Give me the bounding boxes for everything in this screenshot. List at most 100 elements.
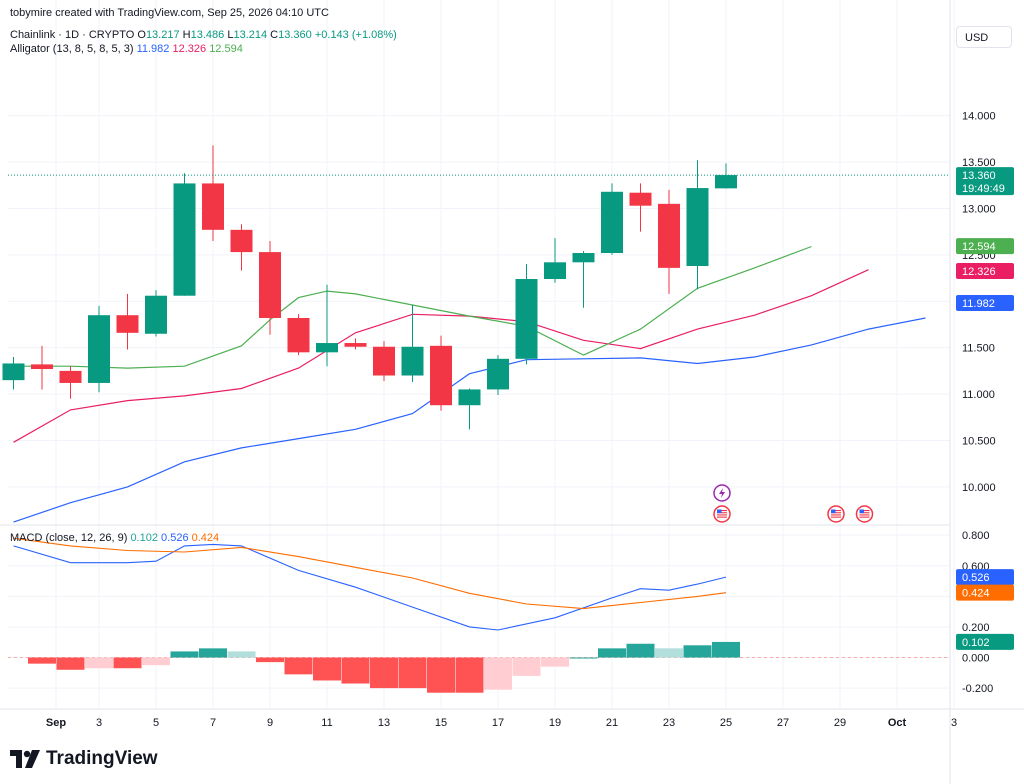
price-tick-label: 10.500 bbox=[962, 435, 996, 447]
macd-badge-bg bbox=[956, 569, 1014, 586]
candle bbox=[601, 183, 623, 255]
macd-histogram-bar bbox=[655, 648, 683, 658]
teeth-badge: 12.326 bbox=[956, 263, 1014, 280]
tradingview-logo[interactable]: TradingView bbox=[10, 748, 158, 770]
macd-tick-label: 0.200 bbox=[962, 622, 990, 634]
candle bbox=[629, 183, 652, 232]
candle-body bbox=[515, 279, 538, 359]
us-flag-icon-ring bbox=[855, 505, 874, 523]
time-tick-label: 25 bbox=[720, 717, 732, 729]
time-tick-label: 19 bbox=[549, 717, 561, 729]
us-flag-icon-stripe bbox=[717, 516, 727, 518]
candle bbox=[373, 341, 395, 382]
tradingview-logo-icon bbox=[10, 750, 40, 768]
time-tick-label: 23 bbox=[663, 717, 675, 729]
ohlc-close: 13.360 bbox=[278, 29, 312, 41]
macd-histogram-bar bbox=[484, 657, 512, 690]
macd-legend: MACD (close, 12, 26, 9) 0.102 0.526 0.42… bbox=[10, 532, 219, 544]
candle bbox=[116, 293, 139, 350]
candle-body bbox=[316, 343, 338, 353]
candle-body bbox=[2, 363, 25, 381]
candle-body bbox=[401, 346, 424, 376]
candle-body bbox=[629, 192, 652, 206]
candle bbox=[515, 264, 538, 365]
candle-body bbox=[544, 262, 566, 280]
alligator-lips-value: 12.594 bbox=[209, 43, 243, 55]
us-flag-icon-canton bbox=[859, 509, 864, 514]
macd-histogram-bar bbox=[512, 657, 541, 676]
macd-line-value: 0.526 bbox=[161, 532, 189, 544]
candle-body bbox=[572, 253, 595, 263]
us-flag-icon-stripe bbox=[859, 512, 870, 514]
candle bbox=[88, 305, 110, 393]
macd-signal-line bbox=[13, 537, 727, 610]
us-flag-icon-stripe bbox=[859, 510, 870, 512]
time-tick-label: 3 bbox=[96, 717, 102, 729]
time-axis[interactable]: Sep 3 5 7 9 11 13 15 17 19 21 23 25 27 29 Oct 3 bbox=[46, 717, 957, 729]
candle-body bbox=[59, 370, 82, 383]
candle-body bbox=[88, 315, 110, 383]
hist-badge-text: 0.102 bbox=[962, 637, 990, 649]
macd-label[interactable]: MACD (close, 12, 26, 9) bbox=[10, 532, 128, 544]
time-tick-label: 11 bbox=[321, 717, 332, 729]
us-flag-icon[interactable] bbox=[855, 505, 874, 523]
us-flag-icon[interactable] bbox=[713, 505, 731, 523]
alligator-legend: Alligator (13, 8, 5, 8, 5, 3) 11.982 12.… bbox=[10, 43, 243, 55]
us-flag-icon-ring bbox=[827, 505, 845, 523]
lightning-icon[interactable] bbox=[713, 484, 731, 502]
time-tick-label: 17 bbox=[492, 717, 504, 729]
ohlc-high-label: H bbox=[182, 29, 191, 41]
macd-histogram-bar bbox=[598, 648, 626, 658]
macd-histogram-bar bbox=[85, 657, 113, 669]
candle-body bbox=[458, 389, 481, 406]
candle bbox=[401, 304, 424, 383]
ohlc-high: 13.486 bbox=[190, 29, 225, 41]
macd-histogram-bar bbox=[170, 651, 199, 658]
alligator-label[interactable]: Alligator (13, 8, 5, 8, 5, 3) bbox=[10, 43, 134, 55]
alligator-lines bbox=[13, 245, 926, 523]
macd-histogram-bar bbox=[227, 651, 256, 658]
time-tick-label: 9 bbox=[267, 717, 273, 729]
macd-histogram-bar bbox=[113, 657, 142, 669]
ohlc-close-label: C bbox=[270, 29, 279, 41]
currency-selector[interactable]: USD bbox=[956, 26, 1012, 48]
candle-body bbox=[230, 229, 253, 253]
candle bbox=[487, 355, 509, 396]
time-tick-label: 5 bbox=[153, 717, 159, 729]
candle-body bbox=[259, 252, 281, 318]
candle-body bbox=[686, 188, 709, 267]
macd-histogram-bar bbox=[142, 657, 170, 666]
macd-histogram-bar bbox=[56, 657, 85, 670]
signal-badge: 0.424 bbox=[956, 584, 1014, 601]
macd-tick-label: 0.800 bbox=[962, 530, 990, 542]
macd-histogram-bar bbox=[398, 657, 427, 689]
candle bbox=[287, 314, 310, 356]
macd-tick-label: -0.200 bbox=[962, 683, 993, 695]
time-tick-label: 7 bbox=[210, 717, 216, 729]
us-flag-icon-stripe bbox=[831, 516, 841, 518]
price-tick-label: 11.500 bbox=[962, 343, 995, 355]
price-tick-label: 13.500 bbox=[962, 157, 996, 169]
candle bbox=[173, 173, 196, 296]
alligator-jaw-value: 11.982 bbox=[136, 43, 170, 55]
symbol-name[interactable]: Chainlink · 1D · CRYPTO bbox=[10, 29, 135, 41]
macd-macd-line bbox=[13, 543, 727, 631]
candle bbox=[715, 163, 737, 189]
price-axis[interactable]: 10.00010.50011.00011.50012.00012.50013.0… bbox=[956, 111, 1014, 695]
macd-histogram-bar bbox=[427, 657, 455, 693]
macd-pane bbox=[8, 537, 950, 693]
us-flag-icon[interactable] bbox=[827, 505, 845, 523]
macd-badge-text: 0.526 bbox=[962, 572, 990, 584]
candle bbox=[259, 240, 281, 335]
candle bbox=[2, 356, 25, 390]
macd-histogram-bar bbox=[341, 657, 370, 684]
ohlc-change: +0.143 (+1.08%) bbox=[314, 29, 397, 41]
candle bbox=[31, 345, 53, 390]
candle-body bbox=[287, 317, 310, 353]
candle bbox=[658, 189, 680, 294]
macd-histogram-bar bbox=[284, 657, 313, 675]
price-tick-label: 13.000 bbox=[962, 203, 996, 215]
macd-histogram-bar bbox=[683, 645, 712, 658]
macd-histogram-bar bbox=[199, 648, 227, 658]
